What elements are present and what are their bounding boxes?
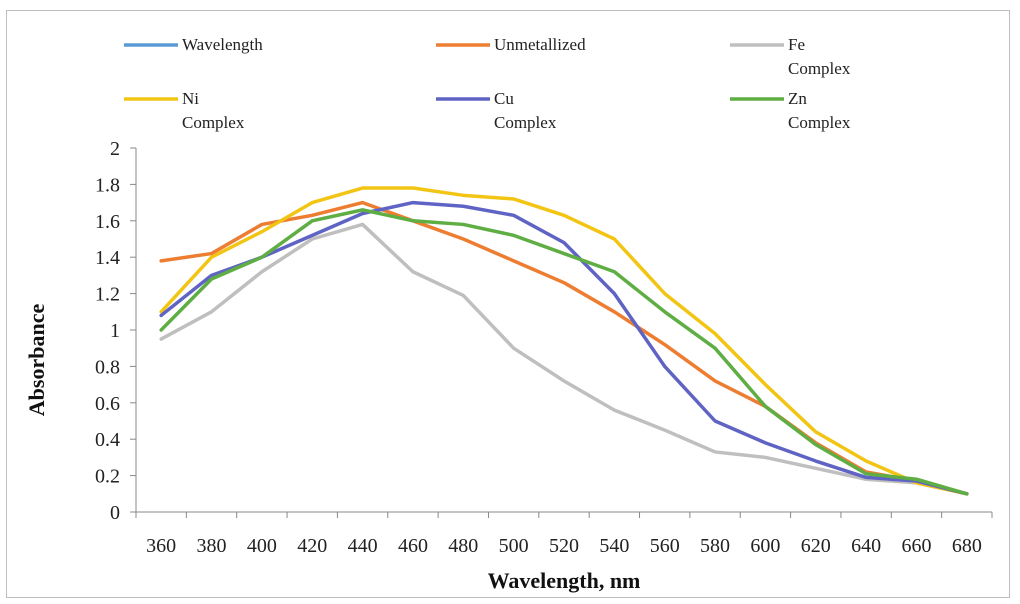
- legend-label-line2: Complex: [788, 59, 851, 78]
- x-tick-label: 520: [549, 535, 579, 557]
- series-line-zn-complex: [159, 208, 969, 496]
- legend-label: Wavelength: [182, 35, 263, 54]
- x-tick-label: 440: [348, 535, 378, 557]
- y-axis-title: Absorbance: [24, 304, 49, 417]
- legend-label-line2: Complex: [494, 113, 557, 132]
- x-tick-label: 600: [750, 535, 780, 557]
- x-tick-label: 540: [599, 535, 629, 557]
- series-line-fe-complex: [159, 222, 969, 496]
- legend-item: Wavelength: [124, 35, 263, 54]
- x-tick-label: 400: [247, 535, 277, 557]
- y-tick-label: 0: [110, 502, 120, 524]
- x-tick-label: 620: [801, 535, 831, 557]
- legend-item: Fe Complex: [730, 35, 851, 78]
- x-tick-label: 680: [952, 535, 982, 557]
- x-tick-label: 460: [398, 535, 428, 557]
- y-tick-label: 1: [110, 320, 120, 342]
- x-tick-label: 360: [146, 535, 176, 557]
- legend: Wavelength Unmetallized Fe Complex Ni Complex…: [124, 35, 851, 132]
- legend-label-line2: Complex: [182, 113, 245, 132]
- y-tick-label: 0.6: [95, 393, 120, 415]
- series-line-cu-complex: [159, 200, 969, 496]
- x-tick-label: 660: [901, 535, 931, 557]
- y-tick-label: 1.2: [95, 284, 120, 306]
- axes: [135, 148, 992, 513]
- legend-label: Zn: [788, 89, 807, 108]
- x-tick-label: 500: [499, 535, 529, 557]
- legend-item: Zn Complex: [730, 89, 851, 132]
- x-tick-label: 560: [650, 535, 680, 557]
- x-tick-label: 580: [700, 535, 730, 557]
- y-tick-label: 0.4: [95, 429, 120, 451]
- axis-ticks: 0 0.2 0.4 0.6 0.8 1 1.2 1.4 1.6 1.8 2 360 380 400 420 4…: [95, 138, 993, 557]
- legend-label: Ni: [182, 89, 199, 108]
- x-tick-label: 480: [448, 535, 478, 557]
- legend-item: Ni Complex: [124, 89, 245, 132]
- x-axis-title: Wavelength, nm: [488, 568, 641, 593]
- legend-label: Fe: [788, 35, 805, 54]
- y-tick-label: 1.8: [95, 174, 120, 196]
- legend-item: Cu Complex: [436, 89, 557, 132]
- y-tick-label: 0.2: [95, 466, 120, 488]
- x-tick-label: 640: [851, 535, 881, 557]
- legend-label: Unmetallized: [494, 35, 586, 54]
- y-tick-label: 0.8: [95, 356, 120, 378]
- y-tick-label: 1.4: [95, 247, 120, 269]
- y-tick-label: 1.6: [95, 211, 120, 233]
- legend-item: Unmetallized: [436, 35, 586, 54]
- x-tick-label: 380: [197, 535, 227, 557]
- series-lines: [159, 186, 969, 496]
- legend-label: Cu: [494, 89, 514, 108]
- y-tick-label: 2: [110, 138, 120, 160]
- legend-label-line2: Complex: [788, 113, 851, 132]
- series-line-ni-complex: [159, 186, 969, 496]
- x-tick-label: 420: [297, 535, 327, 557]
